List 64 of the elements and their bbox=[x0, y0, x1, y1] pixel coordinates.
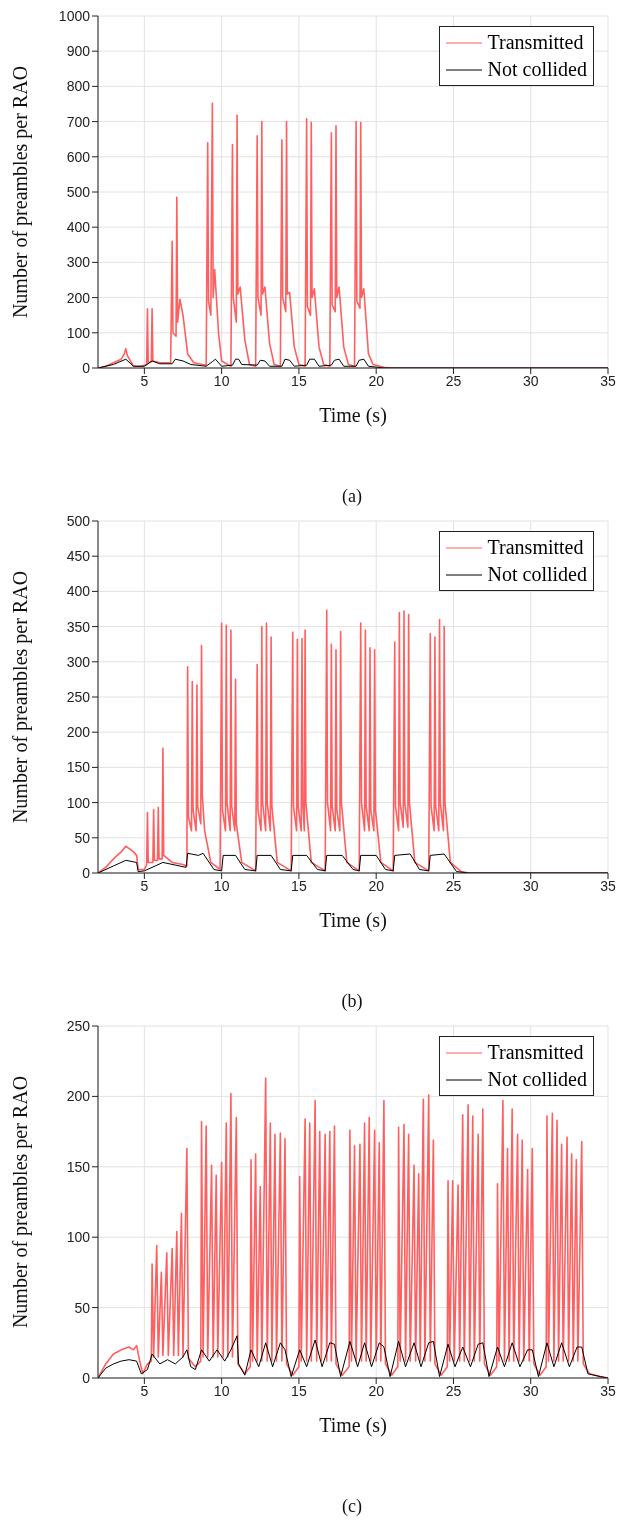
y-tick-label: 150 bbox=[66, 759, 91, 776]
x-tick-label: 25 bbox=[445, 372, 462, 389]
x-tick-label: 35 bbox=[600, 1382, 616, 1399]
y-tick-label: 700 bbox=[66, 113, 91, 130]
x-tick-label: 20 bbox=[368, 1382, 385, 1399]
y-tick-label: 200 bbox=[66, 289, 91, 306]
y-tick-label: 1000 bbox=[58, 7, 91, 24]
x-tick-label: 5 bbox=[140, 372, 149, 389]
y-tick-label: 300 bbox=[66, 653, 91, 670]
x-tick-label: 15 bbox=[291, 372, 307, 389]
y-axis-title: Number of preambles per RAO bbox=[9, 65, 33, 319]
legend-label: Transmitted bbox=[487, 535, 584, 560]
x-tick-label: 35 bbox=[600, 372, 616, 389]
y-tick-label: 450 bbox=[66, 548, 91, 565]
x-tick-label: 25 bbox=[445, 877, 462, 894]
legend-label: Transmitted bbox=[487, 1040, 584, 1065]
x-tick-label: 30 bbox=[522, 372, 539, 389]
y-axis-title: Number of preambles per RAO bbox=[9, 570, 33, 824]
y-tick-label: 250 bbox=[66, 688, 91, 705]
legend-label: Transmitted bbox=[487, 30, 584, 55]
x-tick-label: 5 bbox=[140, 877, 149, 894]
x-tick-label: 20 bbox=[368, 877, 385, 894]
y-tick-label: 100 bbox=[66, 324, 91, 341]
y-tick-label: 200 bbox=[66, 1088, 91, 1105]
y-tick-label: 0 bbox=[82, 1369, 91, 1386]
y-tick-label: 400 bbox=[66, 219, 91, 236]
x-tick-label: 30 bbox=[522, 877, 539, 894]
legend-label: Not collided bbox=[487, 57, 587, 82]
y-tick-label: 800 bbox=[66, 78, 91, 95]
y-tick-label: 150 bbox=[66, 1158, 91, 1175]
x-tick-label: 10 bbox=[213, 1382, 230, 1399]
y-tick-label: 100 bbox=[66, 1229, 91, 1246]
y-tick-label: 50 bbox=[74, 1299, 91, 1316]
y-tick-label: 500 bbox=[66, 512, 91, 529]
x-tick-label: 15 bbox=[291, 1382, 307, 1399]
x-tick-label: 30 bbox=[522, 1382, 539, 1399]
text: (a) bbox=[341, 486, 363, 507]
y-tick-label: 600 bbox=[66, 148, 91, 165]
legend-label: Not collided bbox=[487, 1067, 587, 1092]
x-tick-label: 20 bbox=[368, 372, 385, 389]
x-tick-label: 35 bbox=[600, 877, 616, 894]
y-axis-title: Number of preambles per RAO bbox=[9, 1075, 33, 1329]
y-tick-label: 0 bbox=[82, 359, 91, 376]
x-axis-title: Time (s) bbox=[319, 909, 387, 932]
x-axis-title: Time (s) bbox=[319, 1414, 387, 1437]
x-tick-label: 5 bbox=[140, 1382, 149, 1399]
legend-label: Not collided bbox=[487, 562, 587, 587]
y-tick-label: 900 bbox=[66, 43, 91, 60]
y-tick-label: 300 bbox=[66, 254, 91, 271]
y-tick-label: 100 bbox=[66, 794, 91, 811]
y-tick-label: 250 bbox=[66, 1017, 91, 1034]
y-tick-label: 350 bbox=[66, 618, 91, 635]
x-tick-label: 15 bbox=[291, 877, 307, 894]
y-tick-label: 50 bbox=[74, 829, 91, 846]
y-tick-label: 200 bbox=[66, 724, 91, 741]
text: (b) bbox=[340, 991, 364, 1012]
x-axis-title: Time (s) bbox=[319, 404, 387, 427]
y-tick-label: 0 bbox=[82, 864, 91, 881]
x-tick-label: 10 bbox=[213, 877, 230, 894]
text: (c) bbox=[341, 1496, 363, 1517]
y-tick-label: 400 bbox=[66, 583, 91, 600]
x-tick-label: 10 bbox=[213, 372, 230, 389]
x-tick-label: 25 bbox=[445, 1382, 462, 1399]
y-tick-label: 500 bbox=[66, 183, 91, 200]
